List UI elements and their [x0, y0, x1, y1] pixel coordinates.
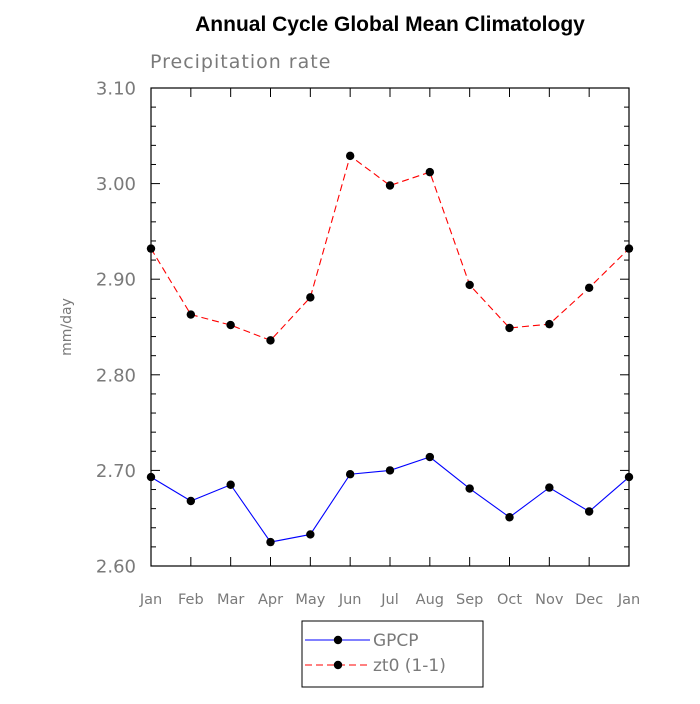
data-point-series-0: [306, 530, 315, 539]
legend-label-1: zt0 (1-1): [373, 656, 446, 676]
data-point-series-0: [465, 484, 474, 493]
legend: GPCP zt0 (1-1): [301, 620, 484, 688]
series-layer: [146, 151, 634, 547]
x-tick-label: Jan: [617, 592, 640, 608]
legend-marker-1: [333, 660, 343, 670]
data-point-series-1: [505, 323, 514, 333]
x-tick-label: Sep: [456, 592, 483, 608]
y-axis-label: mm/day: [59, 298, 75, 356]
y-tick-label: 2.90: [96, 270, 136, 291]
data-point-series-0: [226, 480, 235, 489]
data-point-series-0: [505, 513, 514, 522]
x-tick-label: Feb: [178, 592, 204, 608]
data-point-series-1: [266, 336, 275, 345]
axis-ticks: 2.60 2.70 2.80 2.90 3.00 3.10 Jan Feb Mar Apr May J…: [96, 79, 640, 609]
data-point-series-1: [584, 283, 594, 293]
x-tick-label: Nov: [535, 592, 564, 608]
y-tick-label: 2.60: [96, 557, 136, 578]
legend-marker-0: [333, 635, 343, 645]
y-tick-label: 2.70: [96, 461, 136, 482]
data-point-series-1: [425, 167, 435, 177]
data-point-series-0: [425, 452, 435, 462]
x-tick-label: Apr: [258, 592, 283, 608]
data-point-series-1: [306, 293, 315, 302]
x-tick-label: Oct: [497, 592, 522, 608]
data-point-series-1: [385, 181, 395, 190]
data-point-series-0: [266, 537, 275, 547]
x-tick-label: May: [295, 592, 325, 608]
data-point-series-0: [186, 496, 196, 506]
legend-label-0: GPCP: [373, 631, 419, 651]
plot-frame: [150, 87, 630, 567]
x-tick-label: Jul: [380, 592, 399, 608]
data-point-series-1: [186, 310, 196, 319]
data-point-series-1: [545, 319, 554, 329]
y-tick-label: 3.10: [96, 79, 136, 100]
data-point-series-1: [465, 280, 474, 290]
data-point-series-0: [545, 483, 554, 492]
y-tick-label: 2.80: [96, 365, 136, 386]
x-tick-label: Mar: [217, 592, 244, 608]
data-point-series-1: [226, 320, 235, 330]
x-tick-label: Jan: [139, 592, 162, 608]
x-tick-label: Dec: [575, 592, 603, 608]
data-point-series-0: [385, 466, 395, 475]
y-tick-label: 3.00: [96, 174, 136, 195]
data-point-series-0: [584, 507, 594, 516]
data-point-series-0: [345, 470, 355, 479]
chart-title: Annual Cycle Global Mean Climatology: [195, 13, 585, 36]
data-point-series-1: [345, 151, 355, 161]
legend-box: [301, 620, 484, 688]
x-tick-label: Aug: [416, 592, 444, 608]
x-tick-label: Jun: [338, 592, 362, 608]
chart-subtitle: Precipitation rate: [150, 51, 331, 73]
